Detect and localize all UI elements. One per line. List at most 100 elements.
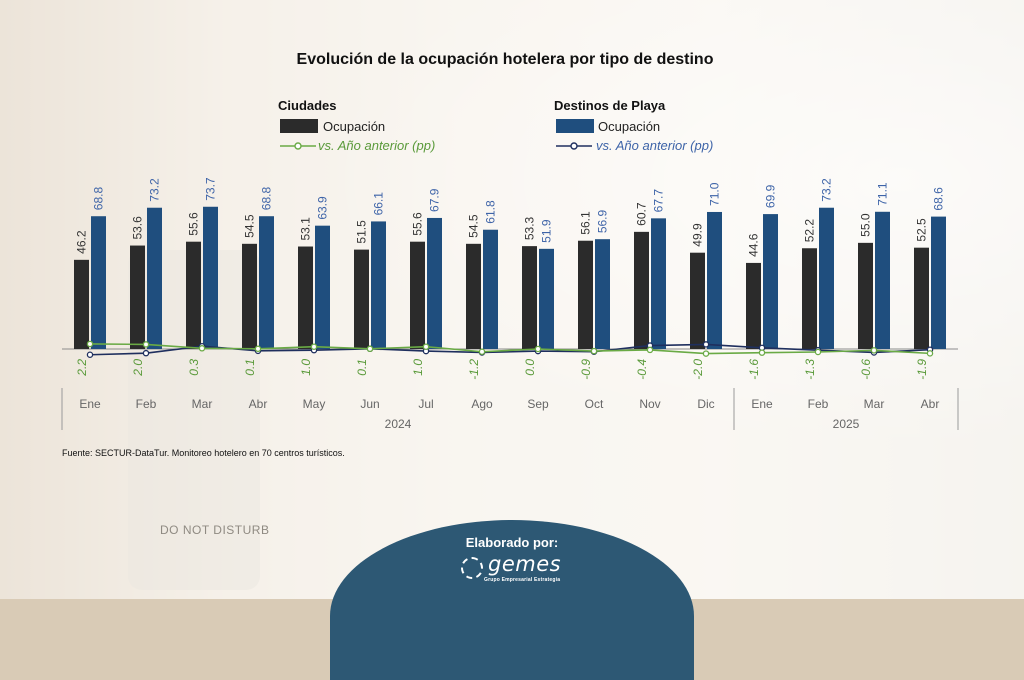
data-label-playa: 61.8 <box>484 200 498 224</box>
bar-playa <box>371 221 386 349</box>
bar-playa <box>259 216 274 349</box>
data-label-playa: 66.1 <box>372 192 386 216</box>
gemes-logo-subtitle: Grupo Empresarial Estrategia <box>484 577 561 583</box>
bar-playa <box>203 206 218 349</box>
chart-title: Evolución de la ocupación hotelera por t… <box>297 51 714 68</box>
bar-playa <box>427 217 442 349</box>
data-label-ciudades: 55.0 <box>859 213 873 237</box>
data-label-ciudades: 54.5 <box>243 214 257 238</box>
ciudades-change-point <box>702 350 710 357</box>
x-tick-label: Dic <box>697 397 714 411</box>
legend-group-playa: Destinos de Playa <box>554 98 666 113</box>
data-label-playa: 68.6 <box>932 187 946 211</box>
data-label-playa: 73.7 <box>204 177 218 201</box>
legend-marker-ciudades <box>294 142 302 150</box>
ciudades-change-point <box>422 343 430 350</box>
data-label-ciudades-change: -0.6 <box>859 359 873 380</box>
data-label-playa: 56.9 <box>596 210 610 234</box>
data-label-playa: 68.8 <box>92 187 106 211</box>
data-label-playa: 73.2 <box>820 178 834 202</box>
data-label-ciudades: 56.1 <box>579 211 593 235</box>
data-label-playa: 63.9 <box>316 196 330 220</box>
data-label-ciudades-change: -1.9 <box>915 359 929 380</box>
x-tick-label: Ene <box>79 397 101 411</box>
x-tick-label: Sep <box>527 397 549 411</box>
data-label-ciudades-change: 1.0 <box>411 359 425 376</box>
data-label-ciudades-change: 2.0 <box>131 359 145 377</box>
bar-playa <box>147 207 162 349</box>
playa-change-point <box>142 349 150 357</box>
data-label-playa: 73.2 <box>148 178 162 202</box>
legend-group-ciudades: Ciudades <box>278 98 337 113</box>
data-label-ciudades-change: 2.2 <box>75 359 89 377</box>
data-label-playa: 71.1 <box>876 182 890 206</box>
bar-ciudades <box>242 243 257 349</box>
bar-playa <box>931 216 946 349</box>
bar-ciudades <box>634 231 649 349</box>
bar-ciudades <box>690 252 705 349</box>
ciudades-change-point <box>758 349 766 356</box>
x-tick-label: Nov <box>639 397 660 411</box>
data-label-ciudades: 55.6 <box>187 212 201 236</box>
gemes-logo-icon <box>461 557 483 579</box>
legend-swatch-playa-bar <box>556 119 594 133</box>
data-label-playa: 71.0 <box>708 182 722 206</box>
ciudades-change-point <box>534 345 542 353</box>
bar-playa <box>651 218 666 349</box>
data-label-playa: 51.9 <box>540 219 554 243</box>
bar-playa <box>707 211 722 349</box>
playa-change-point <box>702 341 710 348</box>
bar-ciudades <box>354 249 369 349</box>
bar-ciudades <box>746 262 761 349</box>
year-label: 2024 <box>385 417 412 431</box>
ciudades-change-point <box>870 347 878 354</box>
data-label-ciudades: 55.6 <box>411 212 425 236</box>
ciudades-change-point <box>142 341 150 348</box>
bar-ciudades <box>578 240 593 349</box>
data-label-ciudades: 53.3 <box>523 216 537 240</box>
legend-swatch-ciudades-bar <box>280 119 318 133</box>
legend-label-playa-line: vs. Año anterior (pp) <box>596 138 713 153</box>
bar-ciudades <box>130 245 145 349</box>
hotel-occupancy-chart: Evolución de la ocupación hotelera por t… <box>61 51 959 458</box>
bar-ciudades <box>410 241 425 349</box>
bar-ciudades <box>914 247 929 349</box>
data-label-ciudades: 44.6 <box>747 233 761 257</box>
data-label-ciudades: 53.6 <box>131 216 145 240</box>
bar-ciudades <box>74 259 89 349</box>
ciudades-change-point <box>478 348 486 356</box>
bar-playa <box>819 207 834 349</box>
ciudades-change-point <box>590 347 598 355</box>
x-tick-label: Jul <box>418 397 433 411</box>
ciudades-change-point <box>198 345 206 352</box>
bar-playa <box>315 225 330 349</box>
x-tick-label: Abr <box>921 397 940 411</box>
gemes-logo-name: gemes <box>488 552 562 576</box>
bar-playa <box>595 239 610 349</box>
data-label-ciudades: 54.5 <box>467 214 481 238</box>
data-label-ciudades-change: -1.3 <box>803 359 817 380</box>
bar-playa <box>875 211 890 349</box>
bar-ciudades <box>522 246 537 349</box>
data-label-ciudades: 51.5 <box>355 220 369 244</box>
data-label-ciudades-change: -1.6 <box>747 359 761 380</box>
bar-ciudades <box>802 248 817 349</box>
data-label-playa: 67.9 <box>428 188 442 212</box>
bar-ciudades <box>186 241 201 349</box>
data-label-ciudades-change: -1.2 <box>467 359 481 380</box>
bar-playa <box>91 216 106 349</box>
x-tick-label: Feb <box>808 397 829 411</box>
plot-area: 46.268.82.2Ene53.673.22.0Feb55.673.70.3M… <box>61 177 959 431</box>
data-label-ciudades-change: -0.9 <box>579 359 593 380</box>
ciudades-change-point <box>86 340 94 348</box>
x-tick-label: Feb <box>136 397 157 411</box>
bar-ciudades <box>298 246 313 349</box>
bar-playa <box>763 214 778 349</box>
x-tick-label: May <box>303 397 326 411</box>
ciudades-change-point <box>926 350 934 357</box>
legend-marker-playa <box>570 142 578 150</box>
playa-change-point <box>86 351 94 358</box>
data-label-ciudades: 52.2 <box>803 219 817 243</box>
ciudades-change-point <box>310 343 318 350</box>
data-label-ciudades-change: 1.0 <box>299 359 313 376</box>
